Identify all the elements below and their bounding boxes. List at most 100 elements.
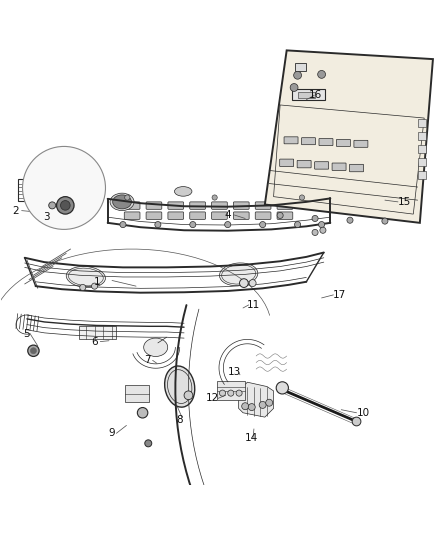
Circle shape	[318, 222, 325, 228]
FancyBboxPatch shape	[277, 202, 293, 209]
Text: 17: 17	[332, 290, 346, 300]
Circle shape	[382, 218, 388, 224]
FancyBboxPatch shape	[168, 212, 184, 220]
Bar	[418, 145, 426, 153]
Circle shape	[318, 70, 325, 78]
Text: 6: 6	[91, 337, 98, 346]
Circle shape	[294, 222, 300, 228]
Circle shape	[190, 222, 196, 228]
FancyBboxPatch shape	[297, 160, 311, 168]
FancyBboxPatch shape	[146, 212, 162, 220]
Text: 12: 12	[206, 393, 219, 403]
Circle shape	[240, 279, 248, 287]
FancyBboxPatch shape	[190, 212, 205, 220]
Circle shape	[30, 348, 36, 354]
Polygon shape	[265, 51, 433, 223]
Circle shape	[290, 84, 298, 92]
Circle shape	[120, 222, 126, 228]
Circle shape	[212, 195, 217, 200]
FancyBboxPatch shape	[350, 164, 364, 172]
Bar	[292, 89, 325, 100]
Circle shape	[276, 382, 288, 394]
FancyBboxPatch shape	[284, 137, 298, 144]
Text: 9: 9	[109, 429, 115, 438]
Circle shape	[80, 285, 86, 290]
Ellipse shape	[165, 366, 195, 407]
Circle shape	[293, 71, 301, 79]
Circle shape	[22, 147, 106, 229]
Text: 5: 5	[23, 329, 29, 339]
Bar	[418, 158, 426, 166]
Bar	[297, 92, 315, 98]
FancyBboxPatch shape	[233, 212, 249, 220]
Circle shape	[312, 215, 318, 222]
FancyBboxPatch shape	[124, 202, 140, 209]
Circle shape	[228, 390, 234, 396]
FancyBboxPatch shape	[336, 140, 350, 147]
FancyBboxPatch shape	[255, 202, 271, 209]
Bar	[295, 63, 306, 71]
Text: 11: 11	[247, 300, 261, 310]
Text: 2: 2	[13, 206, 19, 216]
Polygon shape	[239, 382, 274, 417]
Circle shape	[242, 403, 249, 410]
Bar	[217, 381, 245, 400]
Text: 14: 14	[245, 433, 258, 442]
FancyBboxPatch shape	[314, 161, 328, 169]
Text: 1: 1	[93, 277, 100, 287]
Circle shape	[248, 403, 255, 410]
FancyBboxPatch shape	[233, 202, 249, 209]
FancyBboxPatch shape	[319, 139, 333, 146]
Bar	[418, 171, 426, 179]
FancyBboxPatch shape	[354, 140, 368, 147]
FancyBboxPatch shape	[168, 202, 184, 209]
Circle shape	[266, 399, 273, 406]
FancyBboxPatch shape	[212, 212, 227, 220]
Text: 8: 8	[177, 415, 183, 425]
Text: 4: 4	[224, 210, 231, 220]
Text: 16: 16	[308, 91, 321, 100]
Circle shape	[312, 229, 318, 236]
Circle shape	[219, 390, 226, 396]
Circle shape	[28, 345, 39, 357]
FancyBboxPatch shape	[277, 212, 293, 220]
Circle shape	[125, 195, 130, 200]
Circle shape	[60, 200, 70, 210]
Circle shape	[138, 408, 148, 418]
FancyBboxPatch shape	[146, 202, 162, 209]
Text: 13: 13	[228, 367, 241, 377]
Circle shape	[155, 222, 161, 228]
Bar	[79, 326, 117, 340]
Circle shape	[49, 202, 56, 209]
Ellipse shape	[113, 195, 131, 209]
Bar	[418, 119, 426, 127]
Circle shape	[260, 222, 266, 228]
Circle shape	[299, 195, 304, 200]
Text: 7: 7	[144, 356, 150, 365]
Circle shape	[145, 440, 152, 447]
FancyBboxPatch shape	[280, 159, 293, 166]
FancyBboxPatch shape	[212, 202, 227, 209]
Circle shape	[352, 417, 361, 426]
Ellipse shape	[144, 338, 168, 357]
Circle shape	[259, 401, 266, 408]
Bar	[18, 179, 60, 201]
Ellipse shape	[219, 263, 258, 286]
Text: 15: 15	[398, 197, 411, 207]
Circle shape	[236, 390, 242, 396]
Text: 3: 3	[43, 212, 50, 222]
Circle shape	[249, 280, 256, 287]
Ellipse shape	[66, 266, 106, 288]
Text: 10: 10	[357, 408, 370, 418]
Bar	[418, 132, 426, 140]
FancyBboxPatch shape	[301, 138, 315, 144]
FancyBboxPatch shape	[190, 202, 205, 209]
Circle shape	[320, 227, 326, 233]
Ellipse shape	[174, 187, 192, 196]
Ellipse shape	[110, 193, 134, 211]
FancyBboxPatch shape	[332, 163, 346, 171]
Circle shape	[92, 283, 98, 289]
FancyBboxPatch shape	[124, 212, 140, 220]
Bar	[125, 385, 149, 402]
FancyBboxPatch shape	[255, 212, 271, 220]
